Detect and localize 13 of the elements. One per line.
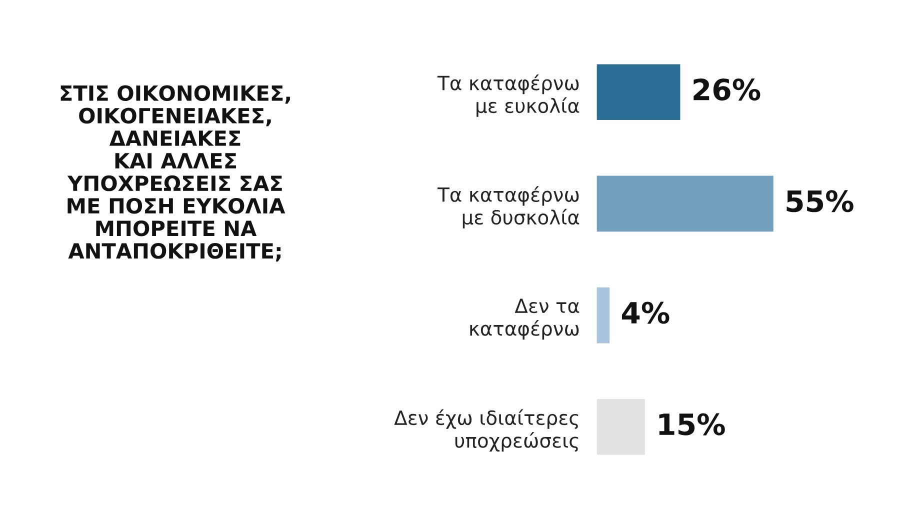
bar — [596, 398, 645, 455]
bar — [596, 287, 610, 344]
data-label: 55% — [786, 190, 854, 212]
y-tick-label: Δεν τα καταφέρνω — [470, 298, 580, 340]
y-tick-label: Τα καταφέρνω με ευκολία — [437, 74, 580, 117]
bar — [596, 64, 680, 120]
bar — [596, 176, 774, 232]
data-label: 4% — [622, 302, 670, 324]
y-tick-label: Τα καταφέρνω με δυσκολία — [437, 186, 580, 228]
y-tick-label: Δεν έχω ιδιαίτερες υποχρεώσεις — [394, 409, 578, 452]
data-label: 26% — [694, 78, 760, 101]
data-label: 15% — [659, 413, 725, 436]
text: ΣΤΙΣ ΟΙΚΟΝΟΜΙΚΕΣ, ΟΙΚΟΓΕΝΕΙΑΚΕΣ, ΔΑΝΕΙΑΚΕΣ ΚΑΙ ΑΛΛΕΣ ΥΠΟΧΡΕΩΣΕΙΣ ΣΑΣ ΜΕ ΠΟΣΗ ΕΥΚΟΛΙΑ ΜΠΟΡΕΙΤΕ ΝΑ ΑΝΤΑΠΟΚΡΙΘΕΙΤΕ; — [60, 85, 290, 262]
